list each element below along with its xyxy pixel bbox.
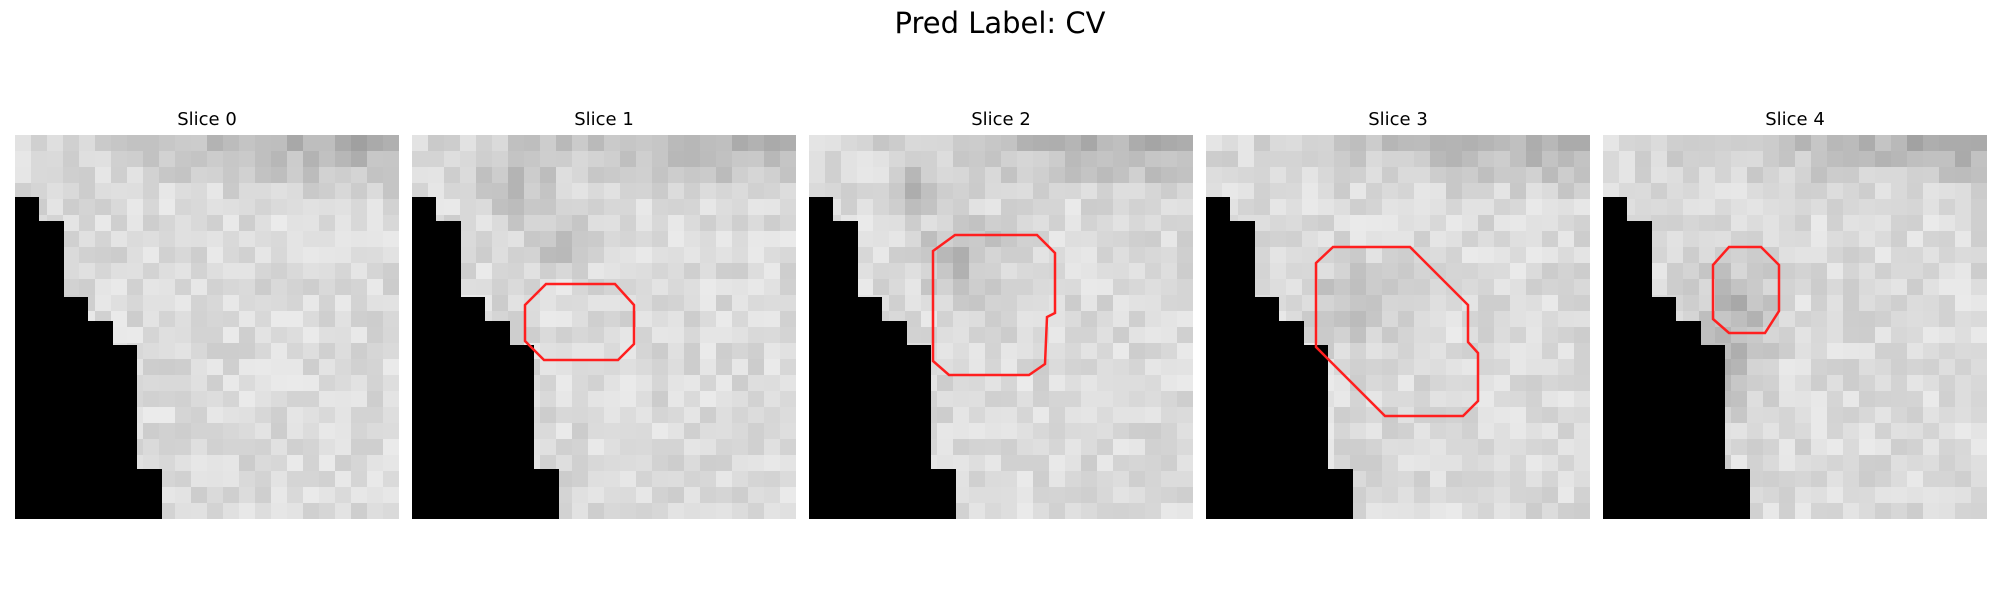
roi-contour: [1314, 245, 1480, 418]
slice-panel-2: Slice 2: [809, 106, 1193, 519]
roi-contour: [523, 282, 636, 362]
slice-title: Slice 2: [971, 109, 1031, 130]
roi-contour: [1711, 245, 1781, 335]
black-mask-region: [1603, 197, 1750, 519]
slice-title: Slice 1: [574, 109, 634, 130]
slice-title: Slice 4: [1765, 109, 1825, 130]
black-mask-region: [412, 197, 559, 519]
slice-panel-1: Slice 1: [412, 106, 796, 519]
slice-panel-3: Slice 3: [1206, 106, 1590, 519]
roi-contour: [931, 233, 1057, 377]
black-mask-region: [1206, 197, 1353, 519]
slice-image-3: [1206, 135, 1590, 519]
black-mask-region: [809, 197, 956, 519]
slice-panel-4: Slice 4: [1603, 106, 1987, 519]
slice-image-0: [15, 135, 399, 519]
slice-image-4: [1603, 135, 1987, 519]
slice-title: Slice 3: [1368, 109, 1428, 130]
slice-image-1: [412, 135, 796, 519]
figure-title: Pred Label: CV: [894, 6, 1106, 40]
slice-title: Slice 0: [177, 109, 237, 130]
slice-image-2: [809, 135, 1193, 519]
slice-panel-0: Slice 0: [15, 106, 399, 519]
black-mask-region: [15, 197, 162, 519]
